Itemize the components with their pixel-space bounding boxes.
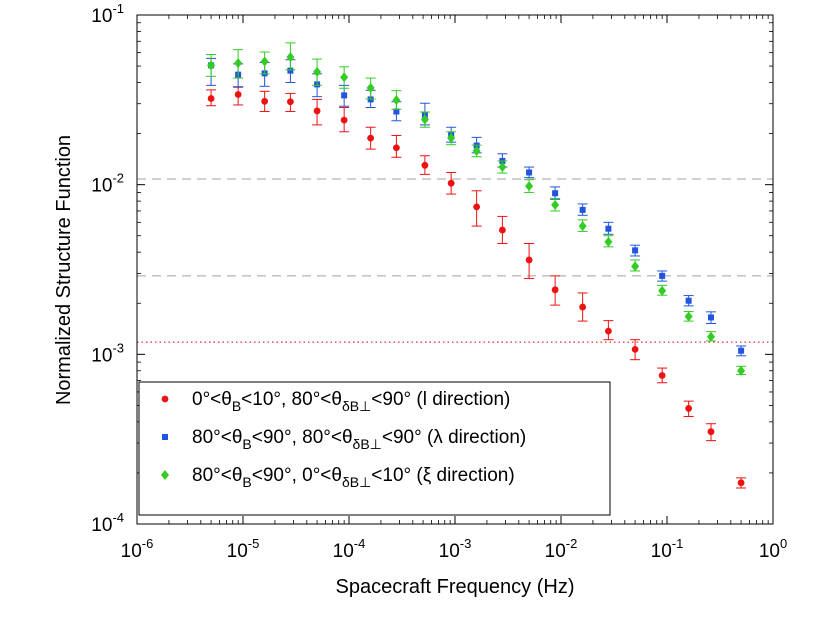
data-point bbox=[340, 116, 348, 124]
data-point bbox=[207, 60, 216, 71]
data-point bbox=[287, 67, 294, 74]
data-point bbox=[286, 52, 295, 63]
data-point bbox=[207, 95, 215, 102]
data-point bbox=[340, 72, 349, 83]
legend-label: 0°<θB<10°, 80°<θδB⊥<90° (l direction) bbox=[192, 389, 510, 414]
data-point bbox=[579, 206, 586, 213]
data-point bbox=[234, 58, 243, 69]
x-tick-label: 10-2 bbox=[545, 536, 578, 562]
data-point bbox=[579, 303, 587, 311]
data-point bbox=[472, 145, 481, 156]
data-point bbox=[707, 428, 715, 436]
data-point bbox=[737, 365, 746, 376]
data-point bbox=[366, 82, 375, 93]
legend-entry-2: 80°<θB<90°, 0°<θδB⊥<10° (ξ direction) bbox=[161, 465, 515, 490]
data-point bbox=[684, 311, 693, 322]
data-point bbox=[707, 314, 714, 321]
data-point bbox=[578, 221, 587, 232]
data-point bbox=[631, 345, 639, 353]
data-point bbox=[632, 247, 639, 254]
data-point bbox=[552, 190, 559, 197]
legend-label: 80°<θB<90°, 0°<θδB⊥<10° (ξ direction) bbox=[192, 465, 515, 490]
plot-frame bbox=[136, 14, 774, 525]
data-point bbox=[738, 347, 745, 354]
data-point bbox=[604, 236, 613, 247]
data-point bbox=[659, 272, 666, 279]
data-point bbox=[367, 134, 375, 142]
data-point bbox=[737, 479, 745, 487]
data-point bbox=[341, 92, 348, 99]
data-point bbox=[447, 179, 455, 187]
data-point bbox=[260, 56, 269, 67]
x-tick-label: 10-3 bbox=[439, 536, 472, 562]
data-point bbox=[447, 133, 456, 144]
data-point bbox=[685, 405, 693, 412]
data-point bbox=[313, 107, 321, 115]
y-tick-label: 10-1 bbox=[91, 1, 124, 27]
data-point bbox=[392, 95, 401, 106]
series-i-direction bbox=[206, 86, 747, 489]
data-point bbox=[473, 203, 481, 211]
data-point bbox=[658, 372, 666, 379]
data-point bbox=[498, 162, 507, 173]
data-point bbox=[604, 327, 612, 335]
data-point bbox=[551, 286, 559, 294]
data-point bbox=[551, 199, 560, 210]
axis-ticks bbox=[136, 14, 774, 525]
data-point bbox=[421, 161, 429, 169]
y-tick-label: 10-4 bbox=[91, 510, 124, 536]
series-xi-direction bbox=[206, 42, 747, 376]
y-tick-label: 10-3 bbox=[91, 340, 124, 366]
data-point bbox=[605, 225, 612, 232]
data-point bbox=[658, 285, 667, 296]
legend-marker bbox=[161, 395, 169, 403]
data-series bbox=[206, 42, 747, 489]
data-point bbox=[393, 108, 400, 115]
data-point bbox=[498, 226, 506, 234]
tick-labels: 10-6 10-5 10-4 10-3 10-2 10-1 100 10-4 10-3 10-2 1… bbox=[91, 1, 787, 562]
data-point bbox=[525, 256, 533, 264]
data-point bbox=[234, 91, 242, 98]
x-tick-label: 10-6 bbox=[121, 536, 154, 562]
data-point bbox=[420, 114, 429, 125]
data-point bbox=[313, 66, 322, 77]
x-axis-label: Spacecraft Frequency (Hz) bbox=[336, 576, 575, 598]
legend-box bbox=[138, 381, 611, 516]
data-point bbox=[706, 331, 715, 342]
legend-marker bbox=[161, 470, 169, 480]
legend-label: 80°<θB<90°, 80°<θδB⊥<90° (λ direction) bbox=[192, 427, 526, 452]
data-point bbox=[261, 97, 269, 105]
data-point bbox=[392, 144, 400, 152]
legend-entry-0: 0°<θB<10°, 80°<θδB⊥<90° (l direction) bbox=[161, 389, 510, 414]
y-tick-label: 10-2 bbox=[91, 171, 124, 197]
x-tick-label: 10-5 bbox=[227, 536, 260, 562]
y-axis-label: Normalized Structure Function bbox=[53, 135, 75, 405]
x-tick-label: 100 bbox=[759, 536, 787, 562]
legend: 0°<θB<10°, 80°<θδB⊥<90° (l direction) 80°… bbox=[138, 381, 611, 516]
legend-entry-1: 80°<θB<90°, 80°<θδB⊥<90° (λ direction) bbox=[162, 427, 526, 452]
data-point bbox=[525, 181, 534, 192]
data-point bbox=[631, 261, 640, 272]
data-point bbox=[685, 297, 692, 304]
x-tick-label: 10-1 bbox=[651, 536, 684, 562]
reference-lines bbox=[137, 178, 773, 343]
x-tick-label: 10-4 bbox=[333, 536, 366, 562]
data-point bbox=[526, 169, 533, 176]
legend-marker bbox=[162, 434, 168, 440]
data-point bbox=[286, 98, 294, 106]
